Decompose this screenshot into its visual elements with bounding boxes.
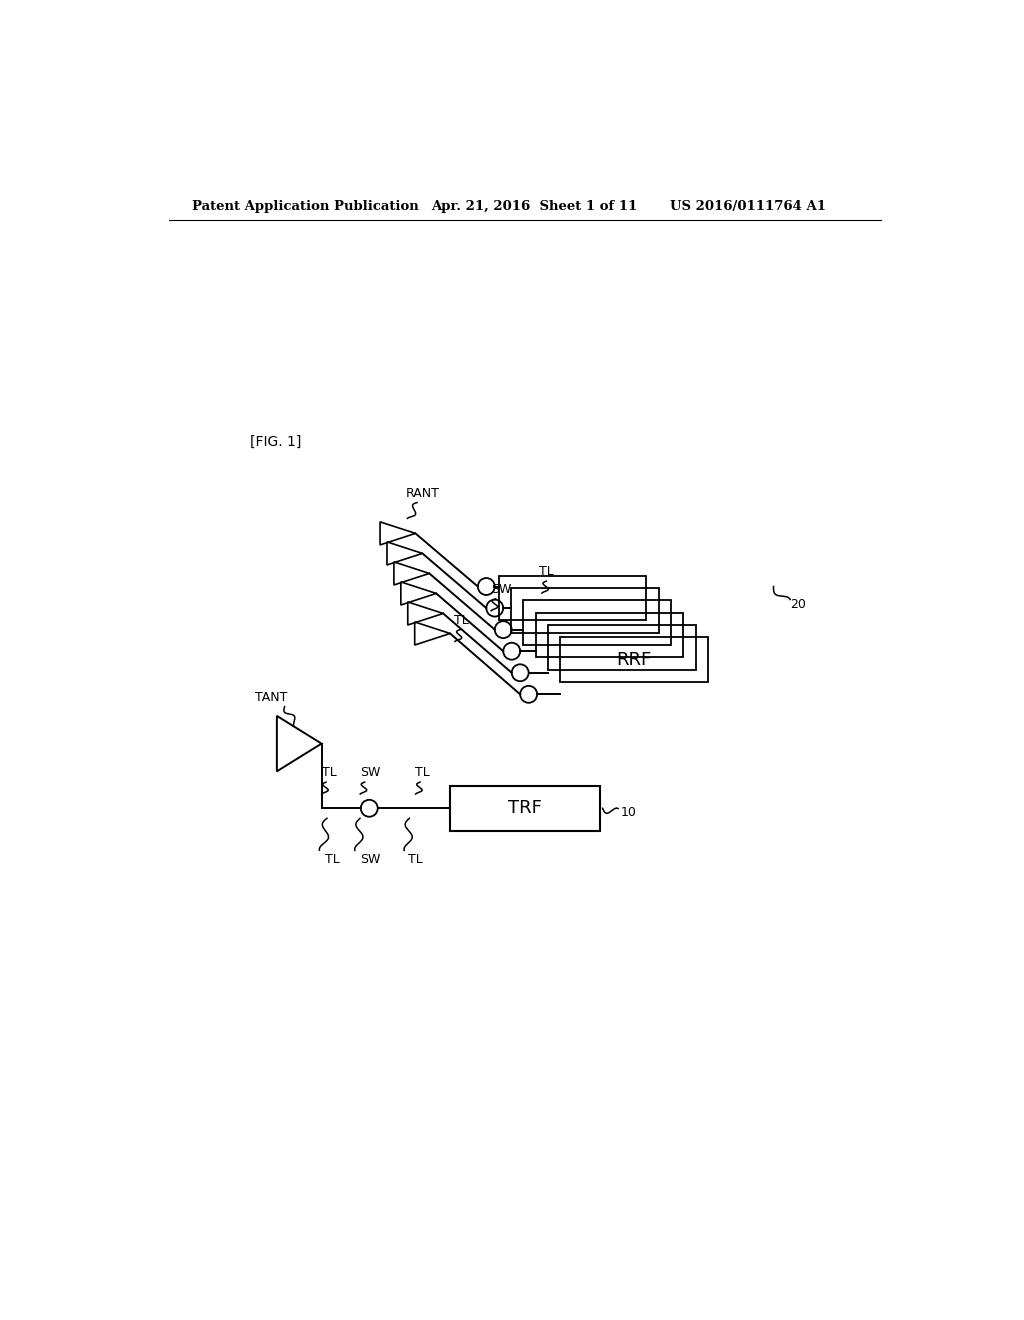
Text: TL: TL xyxy=(539,565,553,578)
Text: TL: TL xyxy=(408,853,423,866)
Text: US 2016/0111764 A1: US 2016/0111764 A1 xyxy=(670,199,825,213)
Text: SW: SW xyxy=(360,853,380,866)
Bar xyxy=(451,785,600,830)
Text: SW: SW xyxy=(360,767,380,779)
Text: 20: 20 xyxy=(791,598,806,611)
Text: TL: TL xyxy=(322,767,336,779)
Text: [FIG. 1]: [FIG. 1] xyxy=(250,434,301,449)
Text: Patent Application Publication: Patent Application Publication xyxy=(193,199,419,213)
Text: TL: TL xyxy=(416,767,430,779)
Bar xyxy=(523,601,671,645)
Text: TANT: TANT xyxy=(255,690,288,704)
Text: TL: TL xyxy=(454,614,469,627)
Text: TL: TL xyxy=(325,853,339,866)
Bar xyxy=(536,612,683,657)
Text: 10: 10 xyxy=(621,807,636,820)
Text: RANT: RANT xyxy=(407,487,440,500)
Bar xyxy=(560,638,708,682)
Text: Apr. 21, 2016  Sheet 1 of 11: Apr. 21, 2016 Sheet 1 of 11 xyxy=(431,199,637,213)
Text: TRF: TRF xyxy=(508,800,542,817)
Bar xyxy=(548,626,695,669)
Text: RRF: RRF xyxy=(616,651,651,669)
Bar xyxy=(499,576,646,620)
Text: SW: SW xyxy=(490,583,511,597)
Bar xyxy=(511,589,658,632)
